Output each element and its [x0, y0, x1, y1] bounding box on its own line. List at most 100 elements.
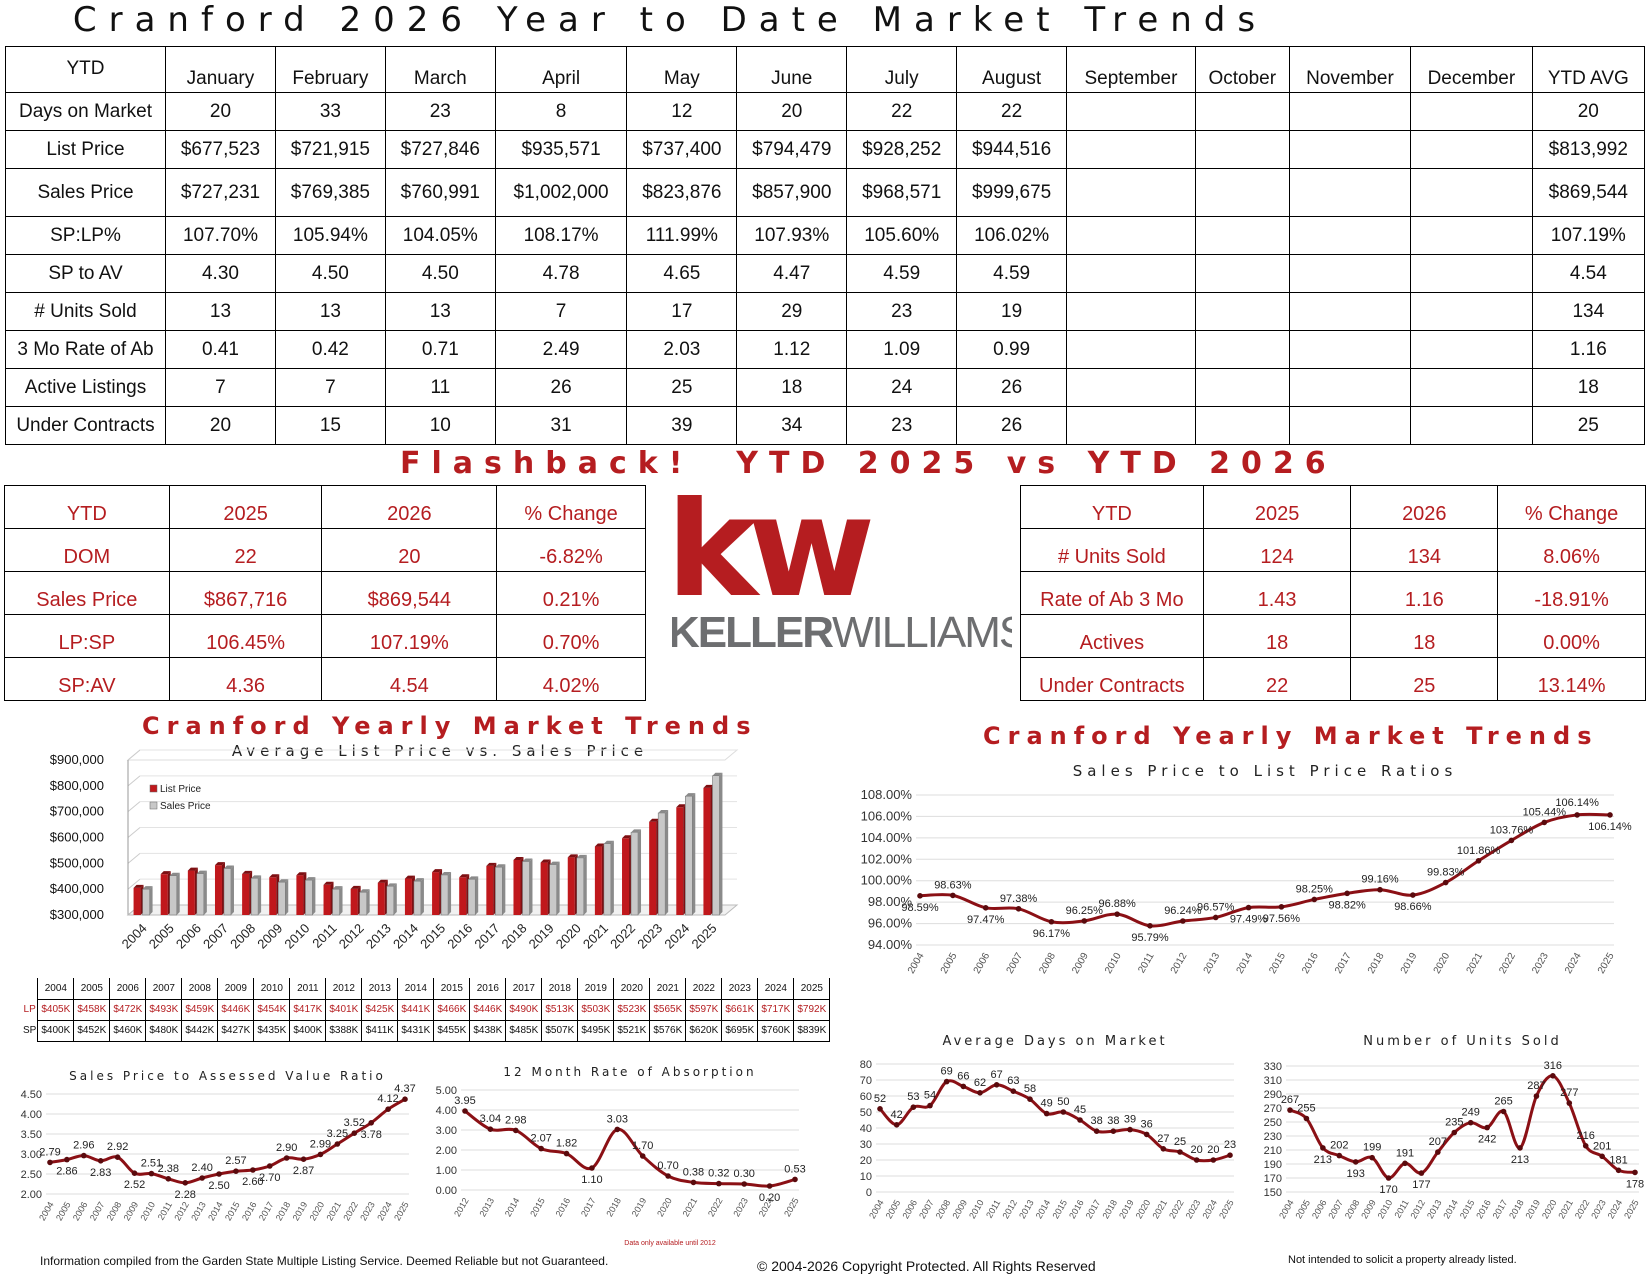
data-label: 2.28: [175, 1189, 196, 1201]
bar-front: [404, 878, 412, 915]
comparison-cell: Rate of Ab 3 Mo: [1020, 571, 1204, 615]
data-label: 2.96: [73, 1140, 94, 1152]
bar-side: [203, 870, 207, 915]
table-cell: [1194, 330, 1290, 369]
table-cell: [1066, 130, 1196, 169]
comparison-cell: -6.82%: [496, 528, 646, 572]
x-tick-label: 2024: [1606, 1198, 1625, 1220]
data-label: 58: [1024, 1083, 1036, 1095]
table-cell: 1.12: [736, 330, 848, 369]
bar-front: [432, 872, 440, 915]
y-tick-label: 106.00%: [861, 808, 913, 823]
footer-disclaimer: Information compiled from the Garden Sta…: [40, 1254, 609, 1268]
bar-front: [676, 807, 684, 915]
data-point: [283, 1155, 290, 1161]
data-label: 98.59%: [901, 902, 939, 914]
bar-front: [467, 879, 476, 916]
table-cell: [1194, 216, 1290, 255]
data-label: 98.66%: [1394, 901, 1432, 913]
data-point: [1010, 1088, 1017, 1094]
table-cell: 13: [384, 292, 496, 331]
bar-side: [638, 829, 642, 915]
bar-front: [576, 857, 584, 916]
lpsp-cell: 2013: [361, 978, 399, 1000]
data-point: [1566, 1100, 1573, 1106]
data-label: 36: [1141, 1118, 1153, 1130]
sales-price-bar: [467, 876, 479, 916]
data-point: [1060, 1109, 1067, 1115]
table-cell: $727,846: [384, 130, 496, 169]
x-tick-label: 2005: [146, 921, 177, 952]
table-cell: $857,900: [736, 168, 848, 217]
comparison-header: YTD 2025 2026% Change: [1020, 485, 1646, 529]
data-label: 216: [1577, 1130, 1595, 1142]
gridline: [127, 801, 141, 813]
lpsp-cell: $493K: [145, 998, 183, 1021]
bar-front: [440, 874, 449, 916]
lpsp-row-label: LP: [23, 1004, 36, 1015]
list-price-bar: [296, 872, 307, 915]
x-tick-label: 2025: [688, 921, 719, 952]
month-header: May: [626, 46, 738, 93]
y-tick-label: 96.00%: [868, 916, 913, 931]
comparison-cell: $867,716: [168, 571, 323, 615]
bar-top: [486, 862, 497, 866]
data-label: 267: [1281, 1094, 1299, 1106]
x-tick-label: 2018: [1366, 951, 1387, 976]
table-cell: 2.49: [494, 330, 628, 369]
y-tick-label: 98.00%: [868, 894, 913, 909]
y-tick-label: 3.00: [21, 1149, 42, 1161]
bar-top: [169, 872, 180, 876]
gridline: [127, 852, 141, 864]
data-label: 1.10: [581, 1174, 602, 1186]
table-cell: $813,992: [1531, 130, 1646, 169]
data-label: 99.16%: [1361, 874, 1399, 886]
data-label: 25: [1174, 1136, 1186, 1148]
lpsp-cell: 2007: [145, 978, 183, 1000]
data-point: [334, 1141, 341, 1147]
bar-top: [350, 885, 361, 889]
y-tick-label: $900,000: [50, 752, 104, 767]
table-cell: [1194, 168, 1290, 217]
x-tick-label: 2016: [240, 1200, 259, 1222]
data-label: 213: [1511, 1154, 1529, 1166]
comparison-cell: 134: [1350, 528, 1499, 572]
x-tick-label: 2018: [604, 1196, 623, 1218]
data-point: [1533, 1093, 1540, 1099]
lpsp-cell: 2017: [505, 978, 543, 1000]
bar-top: [703, 784, 714, 788]
lpsp-cell: $446K: [469, 998, 507, 1021]
data-label: 42: [891, 1109, 903, 1121]
comparison-header-cell: 2025: [168, 485, 323, 529]
x-tick-label: 2020: [655, 1196, 674, 1218]
table-row: Under Contracts 20 15 10 31 39 34 23 26 25: [5, 406, 1646, 445]
list-price-bar: [323, 881, 334, 915]
data-point: [1451, 1129, 1458, 1136]
data-label: 316: [1544, 1060, 1562, 1072]
table-cell: 4.47: [736, 254, 848, 293]
x-tick-label: 2013: [477, 1196, 496, 1218]
bar-top: [594, 843, 605, 847]
comparison-row: Under Contracts 22 25 13.14%: [1020, 657, 1646, 701]
table-cell: 4.65: [626, 254, 738, 293]
table-row: Sales Price $727,231 $769,385 $760,991 $1,00…: [5, 168, 1646, 217]
data-point: [1344, 890, 1350, 897]
sales-price-bar: [576, 854, 587, 916]
data-point: [1517, 1145, 1523, 1151]
x-tick-label: 2016: [1067, 1198, 1086, 1220]
y-tick-label: 50: [860, 1107, 872, 1119]
x-tick-label: 2015: [223, 1200, 242, 1222]
x-tick-label: 2022: [341, 1200, 360, 1222]
comparison-header-cell: % Change: [1497, 485, 1646, 529]
x-tick-label: 2022: [1497, 951, 1518, 976]
x-tick-label: 2014: [206, 1200, 225, 1222]
lpsp-cell: $503K: [577, 998, 615, 1021]
data-label: 106.14%: [1588, 821, 1632, 833]
x-tick-label: 2017: [579, 1196, 598, 1218]
lp-sp-yearly-table: 2004 2005 2006 2007 2008 2009 2010 2011 2012 2013…: [22, 978, 831, 1042]
x-tick-label: 2005: [54, 1200, 73, 1222]
bar-side: [583, 854, 587, 915]
x-tick-label: 2018: [1507, 1198, 1526, 1220]
bar-front: [567, 857, 575, 915]
y-tick-label: 310: [1264, 1075, 1282, 1087]
